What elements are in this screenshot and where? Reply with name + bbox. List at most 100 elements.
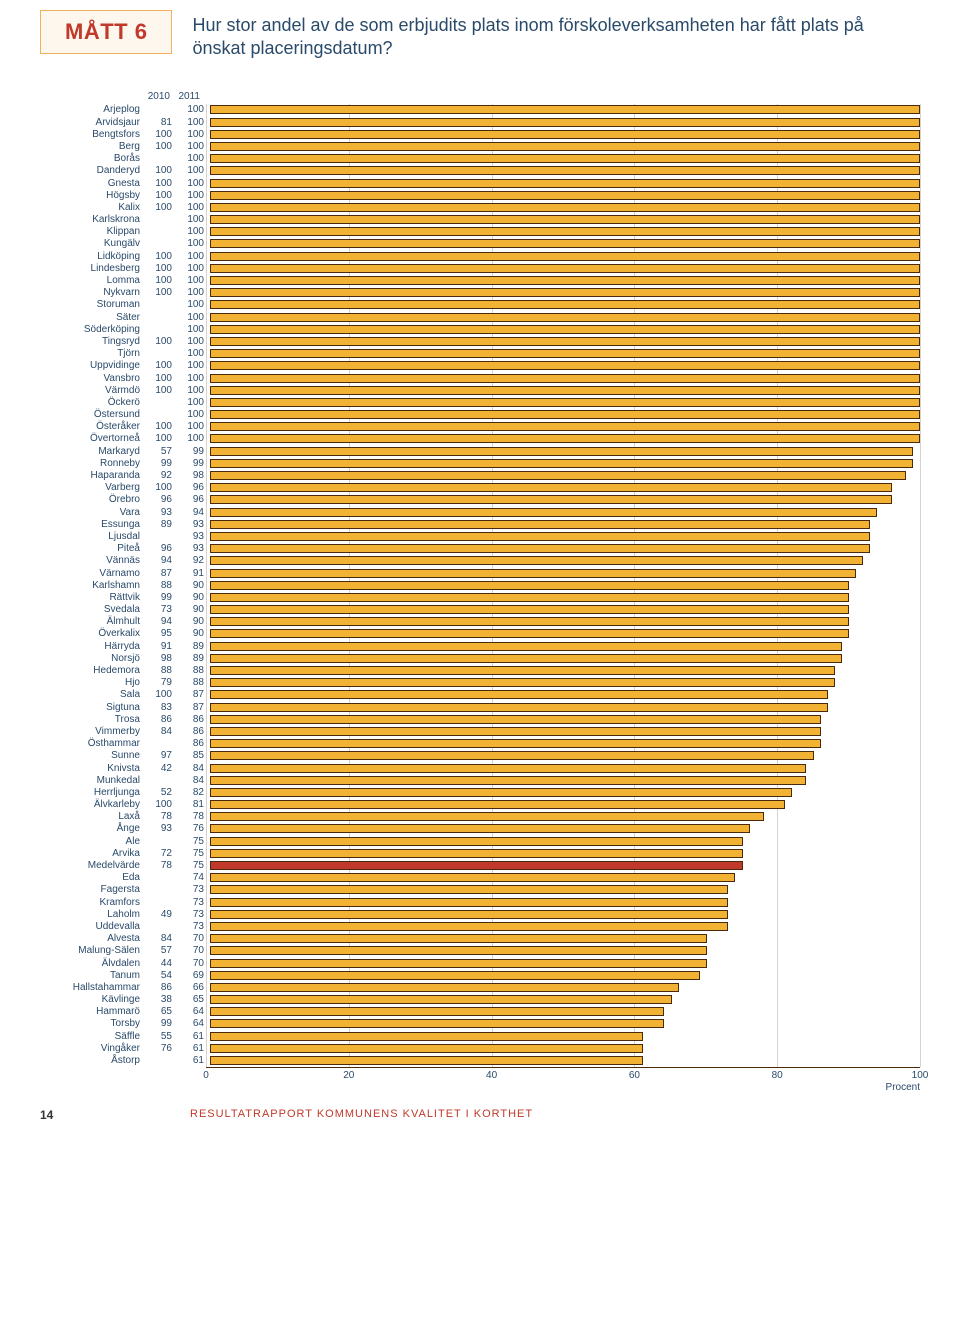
row-value-2011: 73 — [174, 921, 210, 932]
table-row: Varberg10096 — [40, 482, 920, 494]
row-value-2011: 84 — [174, 775, 210, 786]
row-name: Sunne — [40, 750, 142, 761]
bar — [210, 276, 920, 285]
row-value-2011: 87 — [174, 689, 210, 700]
row-name: Piteå — [40, 543, 142, 554]
bar — [210, 898, 728, 907]
row-value-2010: 38 — [142, 994, 174, 1005]
bar — [210, 264, 920, 273]
row-value-2010: 84 — [142, 726, 174, 737]
row-value-2011: 100 — [174, 117, 210, 128]
table-row: Uddevalla73 — [40, 920, 920, 932]
bar-wrap — [210, 800, 920, 809]
bar-wrap — [210, 544, 920, 553]
row-name: Ale — [40, 836, 142, 847]
row-value-2010: 91 — [142, 641, 174, 652]
x-tick: 60 — [629, 1070, 640, 1081]
row-name: Torsby — [40, 1018, 142, 1029]
row-value-2010: 44 — [142, 958, 174, 969]
bar — [210, 154, 920, 163]
table-row: Knivsta4284 — [40, 762, 920, 774]
table-row: Uppvidinge100100 — [40, 360, 920, 372]
row-value-2011: 100 — [174, 312, 210, 323]
row-value-2010: 100 — [142, 190, 174, 201]
bar-wrap — [210, 715, 920, 724]
table-row: Markaryd5799 — [40, 445, 920, 457]
row-name: Kalix — [40, 202, 142, 213]
bar-wrap — [210, 1032, 920, 1041]
row-value-2010: 81 — [142, 117, 174, 128]
table-row: Åstorp61 — [40, 1054, 920, 1066]
bar-wrap — [210, 422, 920, 431]
table-row: Ronneby9999 — [40, 457, 920, 469]
row-value-2010: 65 — [142, 1006, 174, 1017]
row-value-2011: 85 — [174, 750, 210, 761]
row-value-2010: 100 — [142, 421, 174, 432]
bar — [210, 434, 920, 443]
bar-wrap — [210, 885, 920, 894]
row-value-2011: 100 — [174, 360, 210, 371]
bar-wrap — [210, 873, 920, 882]
row-name: Arvika — [40, 848, 142, 859]
table-row: Lidköping100100 — [40, 250, 920, 262]
bar — [210, 837, 743, 846]
row-name: Laxå — [40, 811, 142, 822]
table-row: Öckerö100 — [40, 396, 920, 408]
row-name: Herrljunga — [40, 787, 142, 798]
bar-wrap — [210, 264, 920, 273]
table-row: Haparanda9298 — [40, 469, 920, 481]
table-row: Värnamo8791 — [40, 567, 920, 579]
row-value-2011: 86 — [174, 714, 210, 725]
row-name: Säter — [40, 312, 142, 323]
row-value-2011: 100 — [174, 129, 210, 140]
row-value-2011: 74 — [174, 872, 210, 883]
table-row: Säter 100 — [40, 311, 920, 323]
table-row: Kungälv100 — [40, 238, 920, 250]
bar — [210, 325, 920, 334]
row-value-2011: 86 — [174, 726, 210, 737]
table-row: Älmhult9490 — [40, 616, 920, 628]
row-value-2011: 100 — [174, 348, 210, 359]
bar — [210, 1019, 664, 1028]
table-row: Älvkarleby10081 — [40, 798, 920, 810]
row-value-2010: 57 — [142, 446, 174, 457]
row-name: Rättvik — [40, 592, 142, 603]
row-name: Älvkarleby — [40, 799, 142, 810]
table-row: Kävlinge3865 — [40, 993, 920, 1005]
table-row: Essunga8993 — [40, 518, 920, 530]
chart-area: 2010 2011 Arjeplog100Arvidsjaur81100Beng… — [0, 91, 960, 1098]
bar-wrap — [210, 191, 920, 200]
bar — [210, 447, 913, 456]
bar-wrap — [210, 434, 920, 443]
row-value-2011: 100 — [174, 104, 210, 115]
row-value-2011: 90 — [174, 604, 210, 615]
row-name: Lomma — [40, 275, 142, 286]
x-tick: 100 — [912, 1070, 929, 1081]
bar-wrap — [210, 325, 920, 334]
row-name: Alvesta — [40, 933, 142, 944]
bar — [210, 703, 828, 712]
bar — [210, 239, 920, 248]
row-name: Härryda — [40, 641, 142, 652]
bar — [210, 130, 920, 139]
row-name: Vännäs — [40, 555, 142, 566]
row-value-2010: 98 — [142, 653, 174, 664]
table-row: Hammarö6564 — [40, 1006, 920, 1018]
bar — [210, 849, 743, 858]
row-value-2011: 100 — [174, 299, 210, 310]
table-row: Arjeplog 100 — [40, 104, 920, 116]
x-tick: 0 — [203, 1070, 209, 1081]
table-row: Klippan100 — [40, 226, 920, 238]
row-value-2010: 87 — [142, 568, 174, 579]
row-value-2011: 100 — [174, 190, 210, 201]
bar-wrap — [210, 495, 920, 504]
bar — [210, 227, 920, 236]
row-value-2011: 100 — [174, 141, 210, 152]
table-row: Örebro9696 — [40, 494, 920, 506]
bar-wrap — [210, 154, 920, 163]
row-value-2011: 73 — [174, 897, 210, 908]
row-name: Arjeplog — [40, 104, 142, 115]
row-value-2011: 100 — [174, 324, 210, 335]
bar — [210, 410, 920, 419]
bar-wrap — [210, 898, 920, 907]
